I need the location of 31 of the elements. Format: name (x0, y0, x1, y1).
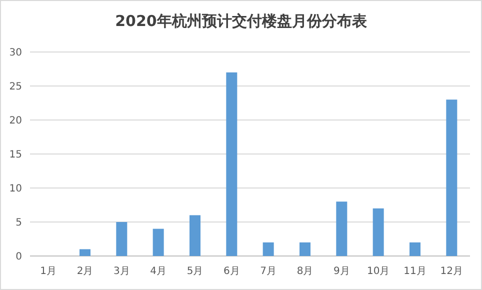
bar (116, 222, 128, 256)
x-tick-label: 5月 (186, 266, 204, 277)
bar (152, 228, 164, 256)
bar (410, 242, 420, 256)
x-tick-label: 10月 (366, 266, 390, 277)
y-tick-label: 15 (9, 150, 22, 160)
x-tick-label: 7月 (260, 266, 277, 277)
x-tick-label: 1月 (40, 266, 57, 277)
bar (226, 72, 238, 256)
y-tick-label: 10 (9, 184, 22, 194)
x-tick-label: 6月 (223, 266, 240, 277)
y-tick-label: 30 (9, 48, 22, 58)
bar (300, 242, 310, 256)
bar (446, 100, 458, 256)
x-tick-label: 3月 (113, 266, 130, 277)
y-tick-label: 5 (16, 218, 22, 228)
x-tick-label: 11月 (404, 266, 426, 277)
y-tick-label: 20 (9, 116, 22, 126)
bar (262, 242, 274, 256)
bar (190, 215, 200, 256)
y-tick-label: 0 (16, 252, 22, 262)
x-tick-label: 2月 (76, 266, 94, 277)
x-tick-label: 4月 (150, 266, 167, 277)
y-tick-label: 25 (9, 82, 22, 92)
bar (336, 202, 348, 256)
x-tick-label: 12月 (440, 266, 464, 277)
x-tick-label: 9月 (333, 266, 350, 277)
x-tick-label: 8月 (296, 266, 314, 277)
chart-title: 2020年杭州预计交付楼盘月份分布表 (115, 12, 368, 30)
bar (80, 249, 90, 256)
bar (372, 208, 384, 256)
